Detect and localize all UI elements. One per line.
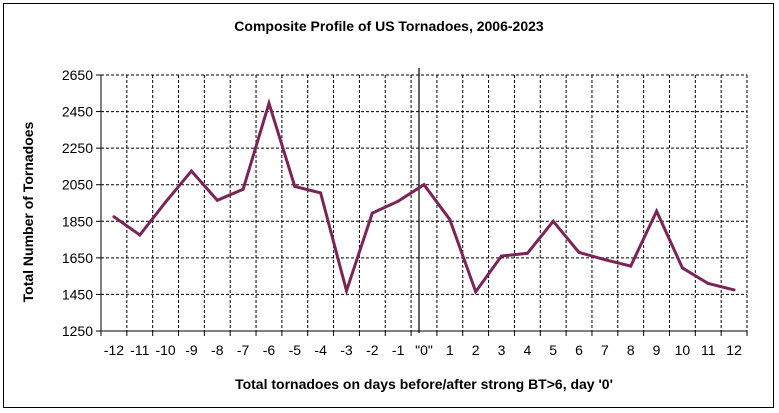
data-point	[112, 215, 116, 219]
y-tick-label: 1250	[62, 323, 93, 339]
x-tick-label: "0"	[415, 342, 433, 358]
y-tick-label: 2650	[62, 67, 93, 83]
x-tick-label: -4	[314, 342, 327, 358]
data-point	[396, 199, 400, 203]
x-tick-label: -3	[340, 342, 353, 358]
x-tick-label: 3	[498, 342, 506, 358]
data-point	[267, 101, 271, 105]
data-point	[525, 251, 529, 255]
data-point	[551, 219, 555, 223]
data-point	[164, 200, 168, 204]
data-point	[500, 254, 504, 258]
data-point	[577, 250, 581, 254]
data-point	[448, 217, 452, 221]
x-tick-label: -12	[104, 342, 124, 358]
x-axis-title: Total tornadoes on days before/after str…	[235, 376, 613, 392]
x-tick-label: -1	[392, 342, 405, 358]
x-tick-label: 8	[627, 342, 635, 358]
x-tick-label: -9	[185, 342, 198, 358]
x-tick-label: -10	[155, 342, 175, 358]
data-point	[655, 209, 659, 213]
y-tick-label: 2050	[62, 177, 93, 193]
y-tick-label: 1850	[62, 213, 93, 229]
data-point	[344, 289, 348, 293]
data-point	[706, 281, 710, 285]
x-tick-label: 7	[601, 342, 609, 358]
data-point	[138, 233, 142, 237]
y-tick-label: 1450	[62, 286, 93, 302]
x-tick-label: 4	[523, 342, 531, 358]
data-point	[215, 198, 219, 202]
data-point	[189, 169, 193, 173]
data-point	[732, 288, 736, 292]
x-tick-label: -8	[211, 342, 224, 358]
x-tick-label: 2	[472, 342, 480, 358]
x-tick-label: 12	[726, 342, 742, 358]
y-axis-title: Total Number of Tornadoes	[20, 121, 36, 302]
x-tick-label: 1	[446, 342, 454, 358]
data-point	[474, 290, 478, 294]
data-point	[241, 187, 245, 191]
data-point	[293, 185, 297, 189]
data-point	[680, 266, 684, 270]
chart-title: Composite Profile of US Tornadoes, 2006-…	[234, 18, 544, 34]
y-tick-label: 2450	[62, 104, 93, 120]
data-point	[370, 211, 374, 215]
x-tick-label: -2	[366, 342, 379, 358]
x-tick-label: -6	[263, 342, 276, 358]
y-tick-label: 2250	[62, 140, 93, 156]
x-tick-label: 9	[653, 342, 661, 358]
x-tick-label: 6	[575, 342, 583, 358]
x-tick-label: 5	[549, 342, 557, 358]
data-point	[422, 183, 426, 187]
data-point	[319, 191, 323, 195]
data-point	[603, 258, 607, 262]
series-line	[113, 98, 735, 297]
x-tick-label: -11	[130, 342, 149, 358]
y-tick-label: 1650	[62, 250, 93, 266]
x-tick-label: -7	[237, 342, 250, 358]
x-tick-label: -5	[289, 342, 302, 358]
x-tick-label: 10	[675, 342, 691, 358]
x-tick-label: 11	[701, 342, 716, 358]
data-point	[629, 264, 633, 268]
